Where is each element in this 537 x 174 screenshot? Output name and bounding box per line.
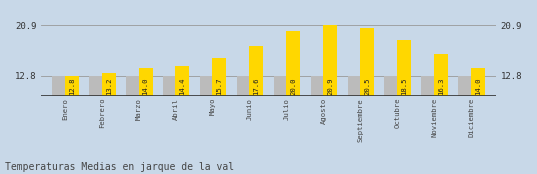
Bar [434,54,448,96]
Bar [139,68,153,96]
Text: 14.0: 14.0 [142,77,149,95]
Bar [471,68,485,96]
Bar [347,76,361,96]
Bar [458,76,473,96]
Bar [384,76,398,96]
Text: 20.5: 20.5 [364,77,370,95]
Text: 16.3: 16.3 [438,77,444,95]
Bar [286,31,300,96]
Bar [89,76,103,96]
Bar [360,27,374,96]
Bar [323,25,337,96]
Bar [64,76,79,96]
Text: 17.6: 17.6 [253,77,259,95]
Bar [52,76,66,96]
Bar [249,46,263,96]
Bar [310,76,324,96]
Bar [213,58,227,96]
Text: 14.0: 14.0 [475,77,481,95]
Text: 20.0: 20.0 [291,77,296,95]
Bar [422,76,436,96]
Bar [397,40,411,96]
Bar [101,73,115,96]
Text: 13.2: 13.2 [106,77,112,95]
Text: Temperaturas Medias en jarque de la val: Temperaturas Medias en jarque de la val [5,162,235,172]
Text: 14.4: 14.4 [179,77,185,95]
Text: 18.5: 18.5 [401,77,407,95]
Bar [126,76,140,96]
Bar [176,66,190,96]
Bar [163,76,177,96]
Bar [237,76,251,96]
Text: 12.8: 12.8 [69,77,75,95]
Text: 20.9: 20.9 [327,77,333,95]
Bar [274,76,288,96]
Text: 15.7: 15.7 [216,77,222,95]
Bar [200,76,214,96]
